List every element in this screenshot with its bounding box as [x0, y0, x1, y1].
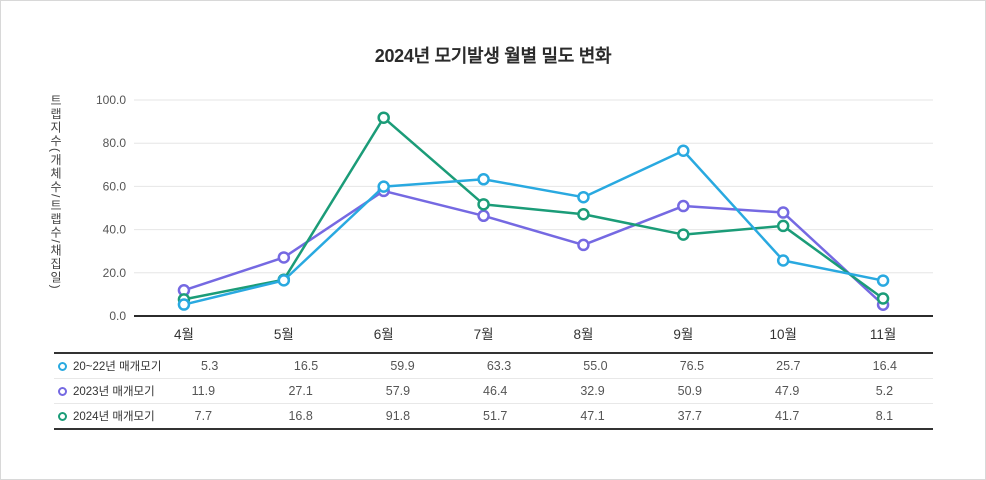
legend-label: 2023년 매개모기 [73, 386, 155, 398]
table-value: 37.7 [677, 409, 702, 423]
data-point-marker [876, 274, 890, 287]
table-value: 27.1 [288, 384, 313, 398]
x-tick-label: 9월 [673, 327, 693, 342]
y-tick-label: 20.0 [103, 266, 127, 280]
table-value: 63.3 [486, 359, 512, 373]
x-tick-label: 5월 [274, 327, 294, 342]
x-tick-label: 11월 [870, 327, 896, 342]
legend-label: 20~22년 매개모기 [73, 361, 162, 373]
data-point-marker [776, 254, 790, 267]
data-point-marker [776, 206, 790, 219]
data-point-marker [876, 292, 890, 305]
y-tick-label: 60.0 [103, 179, 127, 193]
legend-label: 2024년 매개모기 [73, 411, 155, 423]
table-value: 46.4 [483, 384, 508, 398]
data-point-marker [577, 208, 590, 221]
data-point-marker [776, 219, 790, 233]
data-point-marker [677, 199, 690, 213]
legend-table: 20~22년 매개모기 5.3 16.5 59.9 63.3 55.0 76.5 25.7 16… [54, 352, 933, 430]
table-value: 91.8 [385, 409, 411, 423]
table-value: 41.7 [774, 409, 800, 423]
x-tick-label: 7월 [474, 327, 494, 342]
table-value: 8.1 [875, 409, 894, 423]
table-value: 5.2 [875, 384, 894, 398]
y-tick-label: 80.0 [103, 136, 127, 150]
x-tick-label: 6월 [374, 327, 394, 342]
data-point-marker [677, 228, 690, 241]
legend-cell: 2024년 매개모기 [54, 408, 155, 424]
legend-marker-icon [58, 411, 67, 421]
legend-table-row: 2023년 매개모기 11.9 27.1 57.9 46.4 32.9 50.9 47.9 5.… [54, 378, 933, 403]
data-point-marker [577, 190, 590, 204]
data-point-marker [177, 298, 191, 311]
y-tick-label: 40.0 [103, 223, 127, 237]
data-point-marker [477, 209, 490, 223]
y-tick-label: 0.0 [109, 309, 126, 323]
table-value: 5.3 [200, 359, 219, 373]
series-line [182, 116, 885, 301]
chart-title: 2024년 모기발생 월별 밀도 변화 [374, 46, 612, 66]
y-axis-label: 트랩지수(개체수/트랩수/채집일) [48, 94, 63, 291]
table-value: 47.9 [774, 384, 800, 398]
legend-table-row: 20~22년 매개모기 5.3 16.5 59.9 63.3 55.0 76.5 25.7 16… [54, 354, 933, 378]
data-point-marker [377, 111, 390, 124]
y-tick-label: 100.0 [96, 93, 126, 107]
table-value: 16.8 [288, 409, 313, 423]
legend-cell: 20~22년 매개모기 [54, 358, 161, 374]
x-tick-label: 4월 [174, 327, 194, 342]
data-point-marker [577, 238, 590, 252]
x-tick-label: 10월 [769, 327, 796, 342]
data-point-marker [677, 144, 690, 158]
table-value: 55.0 [583, 359, 608, 373]
data-point-marker [277, 274, 291, 287]
table-value: 50.9 [677, 384, 702, 398]
table-value: 16.4 [872, 359, 897, 373]
table-value: 11.9 [191, 384, 216, 398]
data-point-marker [377, 180, 390, 193]
legend-table-row: 2024년 매개모기 7.7 16.8 91.8 51.7 47.1 37.7 41.7 8.1 [54, 403, 933, 428]
data-point-marker [277, 251, 291, 264]
table-value: 25.7 [776, 359, 801, 373]
x-tick-label: 8월 [573, 327, 593, 342]
table-value: 47.1 [580, 409, 605, 423]
table-value: 16.5 [293, 359, 319, 373]
table-value: 32.9 [580, 384, 605, 398]
data-point-marker [477, 198, 490, 211]
legend-cell: 2023년 매개모기 [54, 383, 155, 399]
table-value: 59.9 [390, 359, 415, 373]
legend-marker-icon [58, 386, 67, 396]
table-value: 76.5 [679, 359, 705, 373]
table-value: 57.9 [385, 384, 411, 398]
series-line [182, 149, 885, 306]
table-value: 7.7 [194, 409, 213, 423]
data-point-marker [477, 173, 490, 186]
series-line [182, 189, 885, 307]
line-chart: 100.0 80.0 60.0 40.0 20.0 0.0 4월 5월 6월 7월 8월 9월 10월 1… [96, 93, 933, 342]
table-value: 51.7 [483, 409, 508, 423]
legend-marker-icon [58, 361, 67, 371]
